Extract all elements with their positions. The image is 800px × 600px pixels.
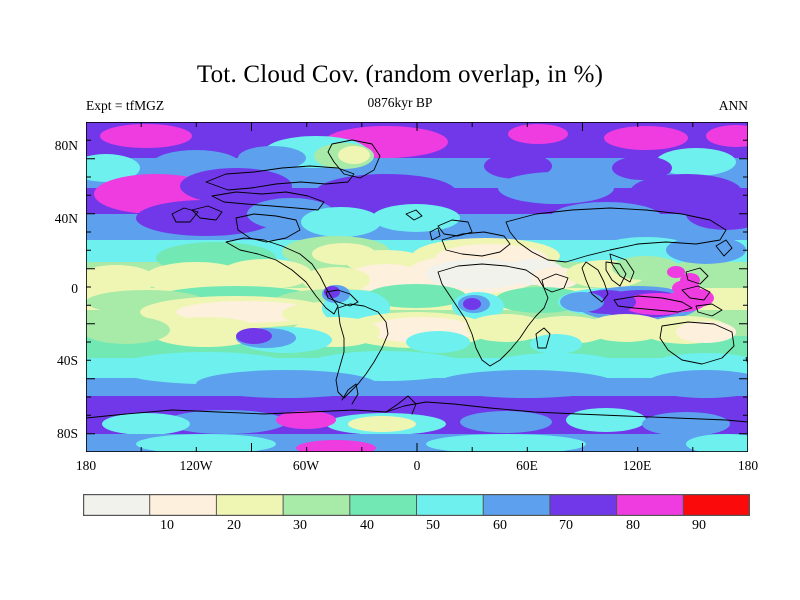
colorbar-band [149,495,217,515]
y-tick-label: 40N [54,211,78,226]
experiment-label: Expt = tfMGZ [86,98,165,113]
colorbar-tick-label: 60 [493,518,507,533]
y-tick-label: 80S [56,426,78,441]
colorbar-tick-label: 50 [426,518,440,533]
subtitle-label: 0876kyr BP [367,95,433,110]
colorbar-tick-label: 70 [559,518,573,533]
x-tick-label: 180 [737,458,759,473]
x-tick-label: 60W [292,458,320,473]
y-tick-label: 40S [56,353,78,368]
colorbar-band [216,495,284,515]
colorbar-band [616,495,684,515]
colorbar-band [483,495,550,515]
x-tick-label: 120W [179,458,213,473]
colorbar-band [549,495,617,515]
x-tick-label: 60E [516,458,538,473]
colorbar-tick-label: 90 [692,518,706,533]
x-tick-label: 180 [75,458,97,473]
y-tick-label: 0 [71,281,78,296]
season-label: ANN [718,98,748,113]
colorbar-band [349,495,417,515]
y-tick-label: 80N [54,138,78,153]
page-title: Tot. Cloud Cov. (random overlap, in %) [196,61,604,88]
map-plot [86,122,748,452]
x-tick-label: 0 [413,458,421,473]
colorbar-tick-label: 40 [360,518,374,533]
colorbar-tick-label: 80 [626,518,640,533]
colorbar-band [83,495,150,515]
colorbar [83,494,750,516]
colorbar-tick-label: 10 [160,518,174,533]
colorbar-band [416,495,484,515]
colorbar-band [283,495,350,515]
colorbar-tick-label: 20 [227,518,241,533]
x-tick-label: 120E [622,458,652,473]
colorbar-band [683,495,750,515]
colorbar-tick-label: 30 [293,518,307,533]
